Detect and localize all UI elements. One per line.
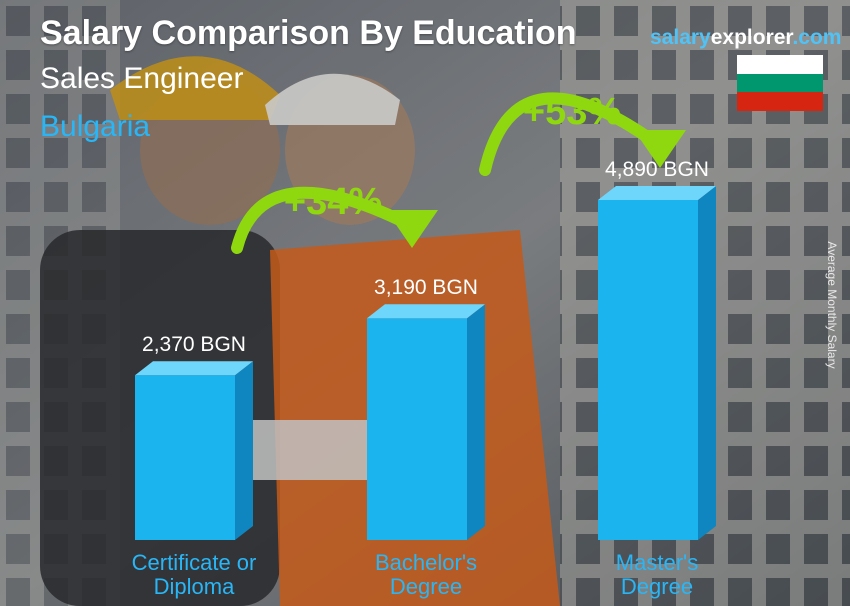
bar-top-0 [135, 361, 253, 376]
increase-label-0: +34% [284, 181, 382, 223]
brand-part-com: .com [792, 26, 842, 49]
increase-label-1: +53% [523, 91, 621, 133]
increase-arrowhead-0 [386, 210, 438, 248]
bar-1 [367, 318, 467, 540]
bar-side-2 [698, 186, 716, 540]
category-label-0-1: Diploma [154, 574, 235, 599]
category-label-2-0: Master's [616, 550, 698, 575]
value-label-0: 2,370 BGN [142, 333, 246, 356]
category-label-1-0: Bachelor's [375, 550, 477, 575]
bar-2 [598, 200, 698, 540]
category-label-2-1: Degree [621, 574, 693, 599]
bar-top-1 [367, 304, 485, 319]
bar-top-2 [598, 186, 716, 200]
bar-0 [135, 375, 235, 540]
brand-part-salary: salary [650, 26, 711, 49]
job-title: Sales Engineer [40, 62, 244, 95]
category-label-0-0: Certificate or [132, 550, 257, 575]
value-label-2: 4,890 BGN [605, 158, 709, 181]
increase-arrow-0 [231, 186, 418, 254]
location-label: Bulgaria [40, 110, 151, 143]
brand-part-explorer: explorer [710, 26, 793, 49]
category-label-1-1: Degree [390, 574, 462, 599]
flag-stripe-green [737, 73, 823, 93]
flag-stripe-red [737, 92, 823, 111]
brand-logo[interactable]: salaryexplorer.com [650, 26, 841, 50]
increase-arrowhead-1 [634, 130, 686, 168]
bar-side-1 [467, 304, 485, 540]
chart-title: Salary Comparison By Education [40, 14, 577, 52]
increase-arrow-1 [479, 92, 666, 176]
bar-side-0 [235, 361, 253, 540]
value-label-1: 3,190 BGN [374, 276, 478, 299]
flag-stripe-white [737, 55, 823, 74]
bulgaria-flag-icon [737, 55, 823, 111]
